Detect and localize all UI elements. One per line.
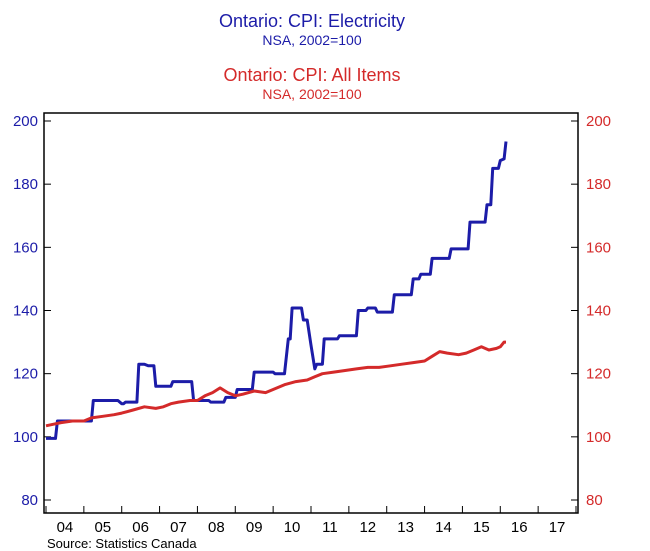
chart-subtitle-electricity: NSA, 2002=100: [262, 32, 361, 48]
series-layer: [45, 141, 508, 440]
left-tick-label: 80: [21, 492, 38, 509]
x-tick-label: 06: [132, 519, 149, 536]
x-tick-label: 12: [359, 519, 376, 536]
x-tick-label: 05: [94, 519, 111, 536]
series-line-all-items: [45, 340, 506, 428]
right-tick-label: 200: [586, 113, 611, 130]
right-tick-label: 100: [586, 429, 611, 446]
chart-title-electricity: Ontario: CPI: Electricity: [219, 11, 405, 31]
source-note: Source: Statistics Canada: [47, 536, 197, 551]
left-tick-label: 180: [13, 176, 38, 193]
left-tick-label: 160: [13, 239, 38, 256]
x-tick-label: 04: [57, 519, 74, 536]
chart-subtitle-all-items: NSA, 2002=100: [262, 86, 361, 102]
right-tick-label: 180: [586, 176, 611, 193]
right-tick-label: 120: [586, 366, 611, 383]
left-tick-label: 100: [13, 429, 38, 446]
left-tick-label: 120: [13, 366, 38, 383]
x-tick-label: 15: [473, 519, 490, 536]
right-tick-label: 140: [586, 303, 611, 320]
right-tick-label: 80: [586, 492, 603, 509]
x-tick-label: 10: [284, 519, 301, 536]
series-line-electricity: [46, 141, 508, 440]
left-tick-label: 140: [13, 303, 38, 320]
chart-title-all-items: Ontario: CPI: All Items: [223, 65, 400, 85]
x-tick-label: 11: [322, 519, 338, 536]
right-axis: 80 100 120 140 160 180 200: [571, 113, 611, 509]
x-axis: 04 05 06 07 08 09 10 11 12 13 14 15 16 17: [45, 506, 577, 536]
x-tick-label: 17: [549, 519, 566, 536]
x-tick-label: 14: [435, 519, 452, 536]
x-tick-label: 13: [397, 519, 414, 536]
left-axis: 80 100 120 140 160 180 200: [13, 113, 51, 509]
left-tick-label: 200: [13, 113, 38, 130]
x-tick-label: 07: [170, 519, 187, 536]
right-tick-label: 160: [586, 239, 611, 256]
plot-frame: [43, 112, 579, 514]
x-tick-label: 16: [511, 519, 528, 536]
x-tick-label: 08: [208, 519, 225, 536]
x-tick-label: 09: [246, 519, 263, 536]
